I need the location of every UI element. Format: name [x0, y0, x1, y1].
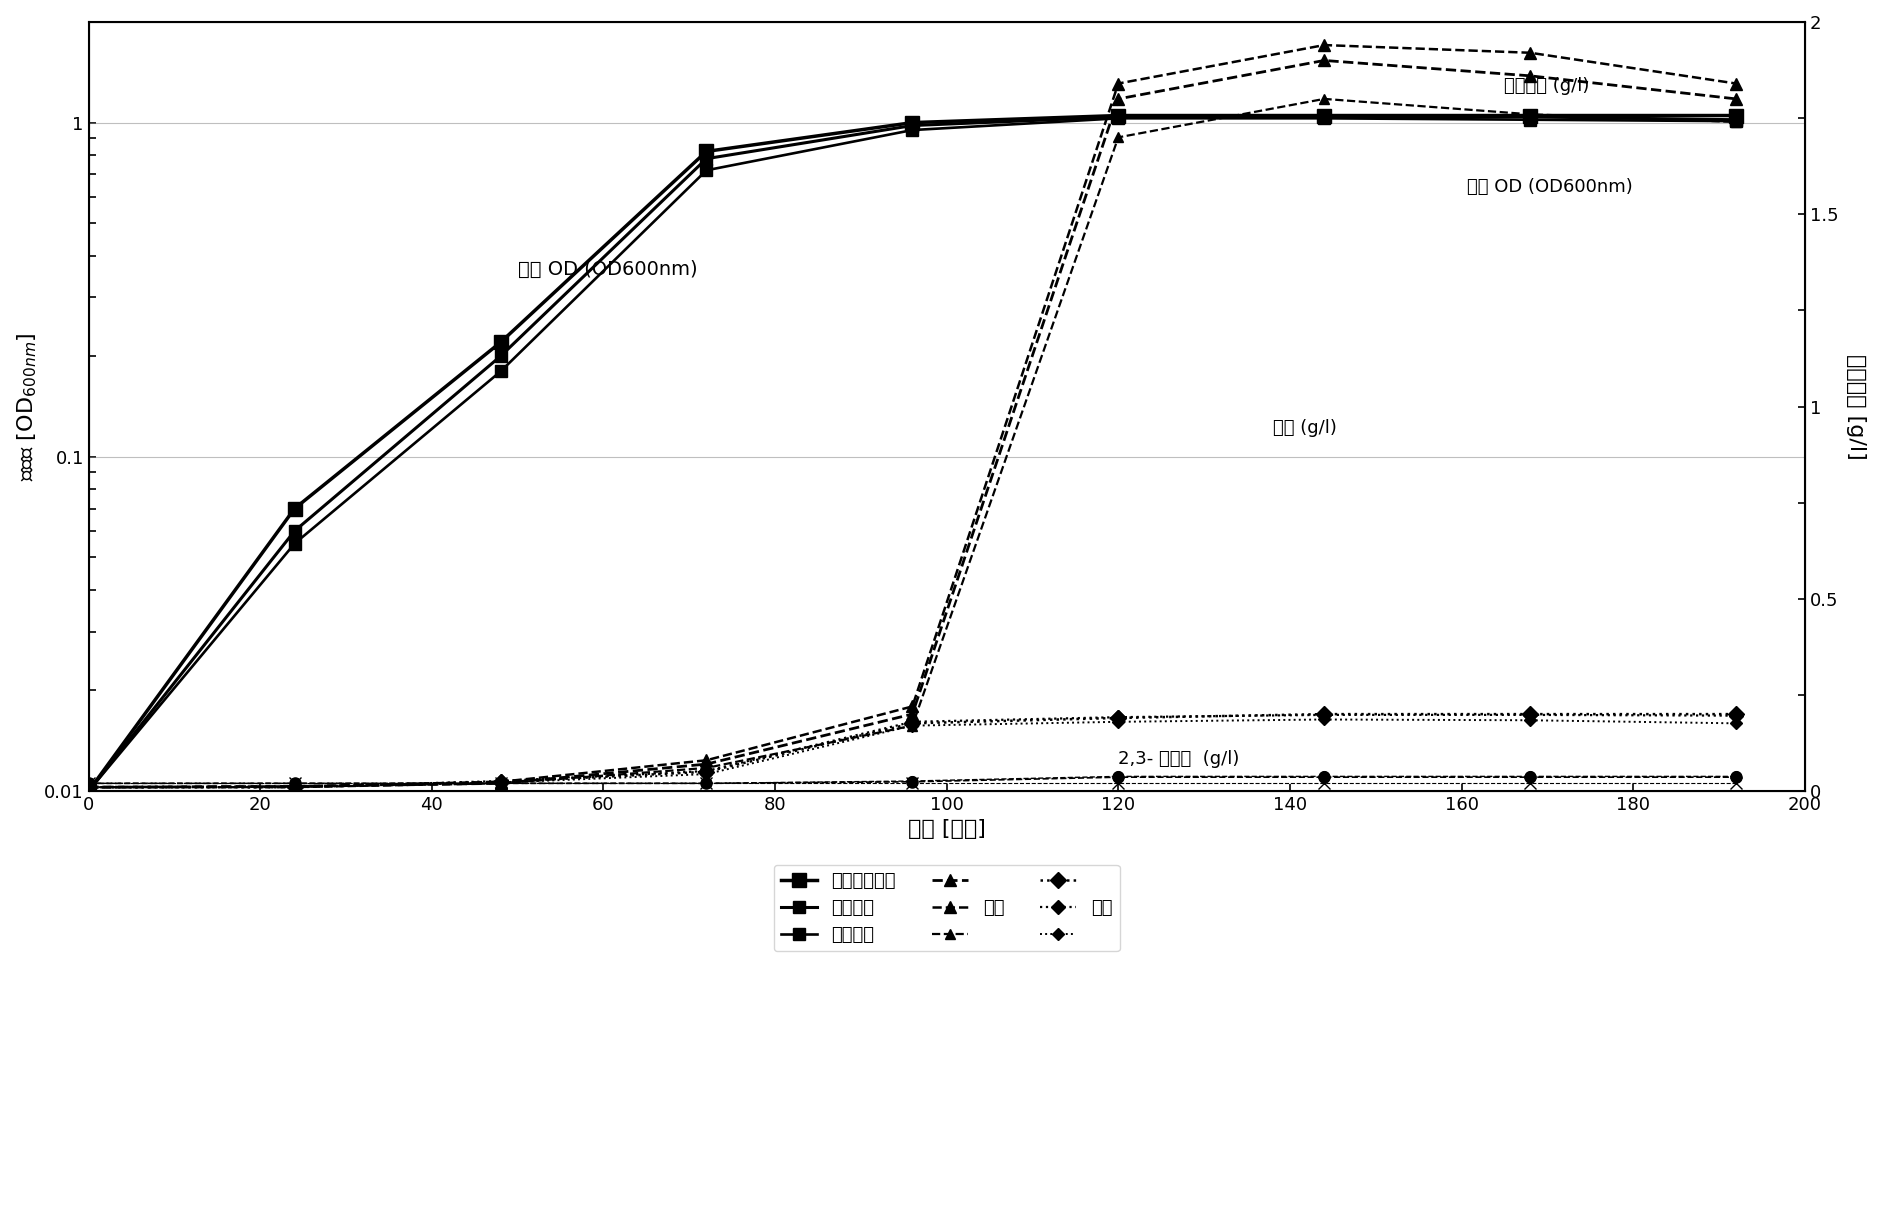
Legend: 自产乙醇梭菌, 杨氏梭菌, 拉氏梭菌, , 乙酸, , , 乙醇, : 自产乙醇梭菌, 杨氏梭菌, 拉氏梭菌, , 乙酸, , , 乙醇,: [773, 865, 1119, 951]
Y-axis label: 生物质 [OD$_{600nm}$]: 生物质 [OD$_{600nm}$]: [15, 332, 39, 481]
Text: 细菌 OD (OD600nm): 细菌 OD (OD600nm): [517, 260, 697, 279]
Text: 乙酸生产 (g/l): 乙酸生产 (g/l): [1504, 77, 1589, 96]
Y-axis label: 发酵产物 [g/l]: 发酵产物 [g/l]: [1844, 354, 1865, 459]
Text: 2,3- 丁二醇  (g/l): 2,3- 丁二醇 (g/l): [1119, 750, 1239, 768]
X-axis label: 时间 [小时]: 时间 [小时]: [908, 820, 985, 839]
Text: 乙醇 (g/l): 乙醇 (g/l): [1273, 419, 1337, 437]
Text: 细菌 OD (OD600nm): 细菌 OD (OD600nm): [1466, 178, 1632, 196]
